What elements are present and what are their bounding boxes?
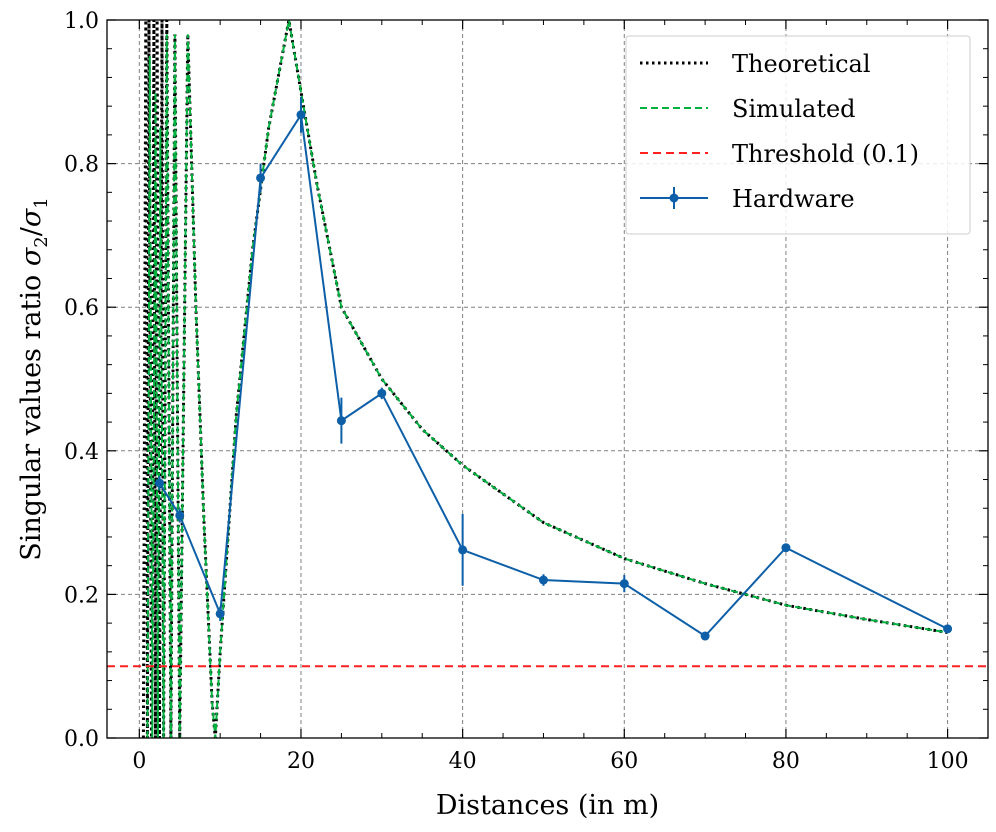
hardware-point: [377, 388, 387, 398]
legend-item-simulated-label: Simulated: [732, 95, 856, 123]
legend-item-threshold-label: Threshold (0.1): [732, 140, 919, 168]
hardware-point: [155, 478, 165, 488]
hardware-point: [215, 609, 225, 619]
y-axis-title-slash: /: [16, 226, 47, 236]
legend-item-simulated: Simulated: [640, 95, 856, 123]
y-tick-label: 0.6: [64, 296, 99, 321]
hardware-point: [458, 545, 468, 555]
legend-item-theoretical-label: Theoretical: [732, 50, 871, 78]
y-axis-title-sub-denominator: 1: [31, 197, 52, 208]
hardware-point: [256, 173, 266, 183]
y-axis-title: Singular values ratio σ2/σ1: [16, 197, 52, 560]
hardware-point: [619, 579, 629, 589]
hardware-point: [943, 624, 953, 634]
x-axis-title: Distances (in m): [436, 790, 659, 821]
x-tick-label: 80: [772, 749, 800, 774]
x-tick-label: 60: [610, 749, 638, 774]
hardware-point: [781, 543, 791, 553]
svg-text:Singular values ratio σ2/σ1: Singular values ratio σ2/σ1: [16, 197, 52, 560]
y-tick-label: 1.0: [64, 9, 99, 34]
simulated-line: [146, 20, 948, 738]
y-axis-title-sigma-numerator: σ: [16, 246, 47, 266]
y-tick-label: 0.0: [64, 727, 99, 752]
x-tick-label: 100: [927, 749, 969, 774]
legend: Theoretical Simulated Threshold (0.1) Hardw…: [625, 35, 971, 235]
x-tick-label: 20: [287, 749, 315, 774]
y-axis-title-sigma-denominator: σ: [16, 207, 47, 227]
plot-frame: [106, 19, 989, 739]
legend-item-theoretical: Theoretical: [640, 50, 871, 78]
y-tick-label: 0.4: [64, 440, 99, 465]
y-tick-label: 0.2: [64, 583, 99, 608]
hardware-point: [296, 110, 306, 120]
hardware-point: [336, 416, 346, 426]
x-tick-label: 40: [449, 749, 477, 774]
hardware-point: [538, 575, 548, 585]
y-axis-title-sub-numerator: 2: [31, 236, 52, 247]
series-clip-group: [107, 20, 988, 738]
legend-item-hardware-label: Hardware: [732, 185, 855, 213]
hardware-point: [175, 510, 185, 520]
legend-item-hardware-marker: [669, 193, 679, 203]
legend-item-threshold: Threshold (0.1): [640, 140, 919, 168]
ticks: 0 20 40 60 80 100 0.0 0.2 0.4 0.6 0.8 1.0: [64, 9, 989, 774]
legend-box: [625, 35, 971, 235]
legend-items: Theoretical Simulated Threshold (0.1) Hardw…: [640, 50, 919, 213]
y-tick-label: 0.8: [64, 153, 99, 178]
hardware-point: [700, 631, 710, 641]
x-tick-label: 0: [132, 749, 146, 774]
series-layer: [107, 20, 988, 738]
legend-item-hardware: Hardware: [640, 185, 855, 213]
y-axis-title-main: Singular values ratio: [16, 266, 47, 561]
